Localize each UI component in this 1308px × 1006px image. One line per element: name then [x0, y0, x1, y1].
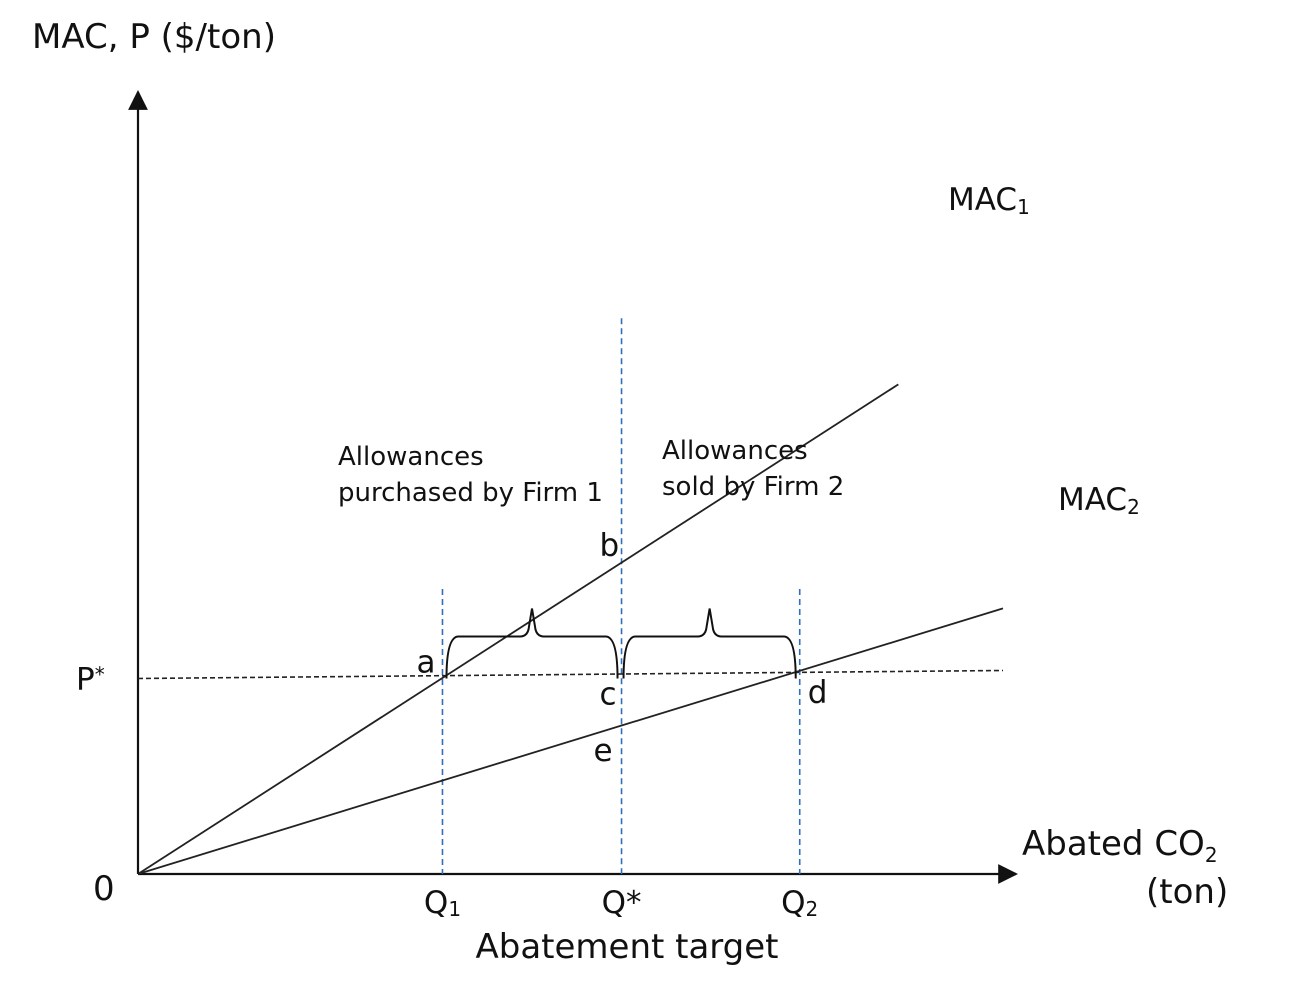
x-tick-label-q2: Q2 [781, 885, 818, 921]
annotation-sold-line1: Allowances [662, 436, 808, 466]
series-label-mac2: MAC2 [1058, 482, 1140, 519]
price-label: P* [76, 661, 105, 697]
annotation-purchased-line1: Allowances [338, 442, 484, 472]
x-tick-label-q1: Q1 [424, 885, 461, 921]
point-label-a: a [416, 644, 435, 680]
price-label-superscript: * [95, 662, 105, 686]
x-tick-label-qstar: Q* [602, 885, 642, 921]
x-ticks-caption: Abatement target [475, 927, 778, 967]
series-line-mac1 [137, 383, 899, 875]
series-label-subscript: 2 [1127, 495, 1140, 519]
origin-label: 0 [93, 869, 115, 909]
point-label-e: e [594, 733, 613, 769]
brace-sold [622, 608, 797, 679]
annotation-sold-line2: sold by Firm 2 [662, 472, 844, 502]
point-label-d: d [808, 674, 828, 710]
brace-purchased [445, 608, 619, 679]
guide-lines [441, 318, 801, 874]
x-tick-label-main: Q* [602, 885, 642, 921]
annotations: Allowances purchased by Firm 1 Allowances s… [338, 436, 844, 679]
annotation-purchased-line2: purchased by Firm 1 [338, 478, 603, 508]
series-label-main: MAC [948, 182, 1017, 218]
x-axis-label-subscript: 2 [1205, 843, 1218, 867]
price-line-group: P* [76, 661, 1004, 697]
point-label-c: c [600, 676, 617, 712]
x-axis-label: Abated CO2 [1022, 824, 1218, 867]
x-tick-label-main: Q [424, 885, 448, 921]
series-label-main: MAC [1058, 482, 1127, 518]
x-tick-label-main: Q [781, 885, 805, 921]
price-label-main: P [76, 661, 95, 697]
x-axis-unit-label: (ton) [1146, 872, 1228, 912]
point-labels: a b c d e [416, 527, 827, 769]
point-label-b: b [600, 527, 620, 563]
x-tick-label-subscript: 1 [448, 897, 461, 921]
series-label-mac1: MAC1 [948, 182, 1030, 219]
price-line [137, 669, 1004, 680]
x-axis-label-main: Abated CO [1022, 824, 1205, 864]
x-tick-labels: Q1 Q* Q2 [424, 885, 818, 921]
series-line-mac2 [137, 607, 1004, 875]
y-axis-label: MAC, P ($/ton) [32, 17, 276, 57]
x-tick-label-subscript: 2 [806, 897, 819, 921]
series-label-subscript: 1 [1017, 195, 1030, 219]
